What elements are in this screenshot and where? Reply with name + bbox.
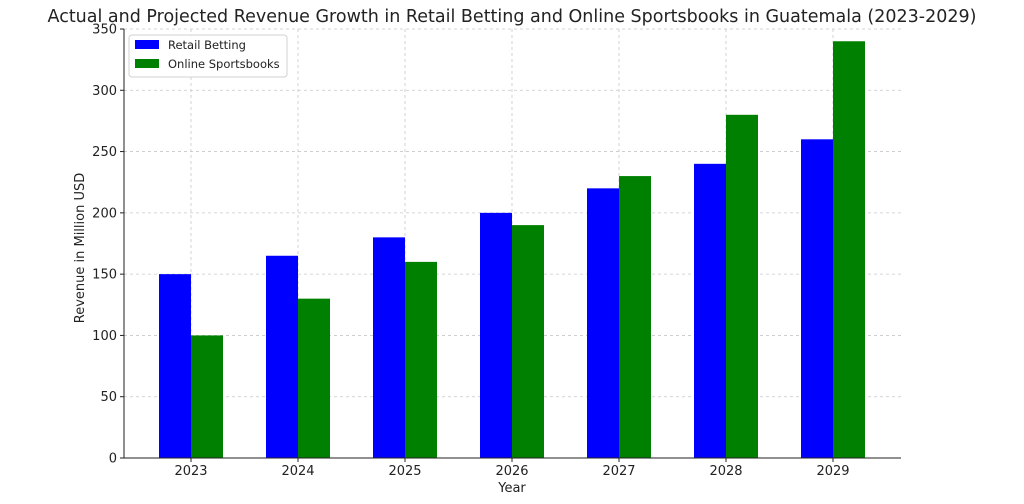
y-tick-label: 150 <box>92 268 117 283</box>
y-ticks: 0 50 100 150 200 250 300 350 <box>92 23 124 467</box>
legend-frame <box>128 34 288 78</box>
x-axis-label: Year <box>497 481 526 496</box>
bar-online-sportsbooks-2029 <box>833 41 865 458</box>
x-tick-label: 2023 <box>174 464 207 479</box>
legend-swatch <box>135 59 159 68</box>
y-tick-label: 200 <box>92 206 117 221</box>
x-tick-label: 2025 <box>388 464 421 479</box>
bar-online-sportsbooks-2023 <box>191 335 223 458</box>
y-tick-label: 300 <box>92 84 117 99</box>
bar-retail-betting-2029 <box>801 139 833 459</box>
legend: Retail Betting Online Sportsbooks <box>128 34 288 78</box>
bar-online-sportsbooks-2025 <box>405 261 437 458</box>
x-tick-label: 2028 <box>709 464 742 479</box>
legend-label: Retail Betting <box>168 38 246 52</box>
x-tick-label: 2029 <box>816 464 849 479</box>
x-tick-label: 2024 <box>281 464 314 479</box>
x-ticks: 2023 2024 2025 2026 2027 2028 2029 <box>174 458 850 479</box>
x-tick-label: 2026 <box>495 464 528 479</box>
y-tick-label: 100 <box>92 329 117 344</box>
bar-retail-betting-2028 <box>694 163 726 459</box>
bars <box>159 41 865 459</box>
bar-online-sportsbooks-2026 <box>512 225 544 458</box>
y-axis-label: Revenue in Million USD <box>73 173 88 324</box>
y-tick-label: 50 <box>100 390 117 405</box>
y-tick-label: 250 <box>92 145 117 160</box>
bar-online-sportsbooks-2027 <box>619 176 651 459</box>
bar-retail-betting-2025 <box>373 237 405 458</box>
legend-label: Online Sportsbooks <box>168 57 280 71</box>
y-tick-label: 350 <box>92 23 117 38</box>
bar-retail-betting-2023 <box>159 274 191 458</box>
legend-swatch <box>135 40 159 49</box>
bar-retail-betting-2024 <box>266 255 298 458</box>
bar-retail-betting-2026 <box>480 212 512 458</box>
chart-title: Actual and Projected Revenue Growth in R… <box>48 7 977 27</box>
bar-online-sportsbooks-2028 <box>726 114 758 459</box>
bar-retail-betting-2027 <box>587 188 619 459</box>
x-tick-label: 2027 <box>602 464 635 479</box>
y-tick-label: 0 <box>109 452 117 467</box>
bar-online-sportsbooks-2024 <box>298 298 330 458</box>
